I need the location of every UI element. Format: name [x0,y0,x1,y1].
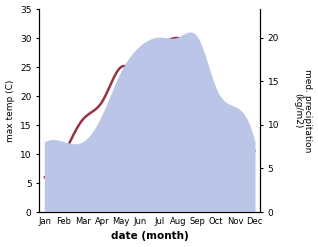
Y-axis label: med. precipitation
(kg/m2): med. precipitation (kg/m2) [293,69,313,152]
X-axis label: date (month): date (month) [111,231,189,242]
Y-axis label: max temp (C): max temp (C) [5,79,15,142]
